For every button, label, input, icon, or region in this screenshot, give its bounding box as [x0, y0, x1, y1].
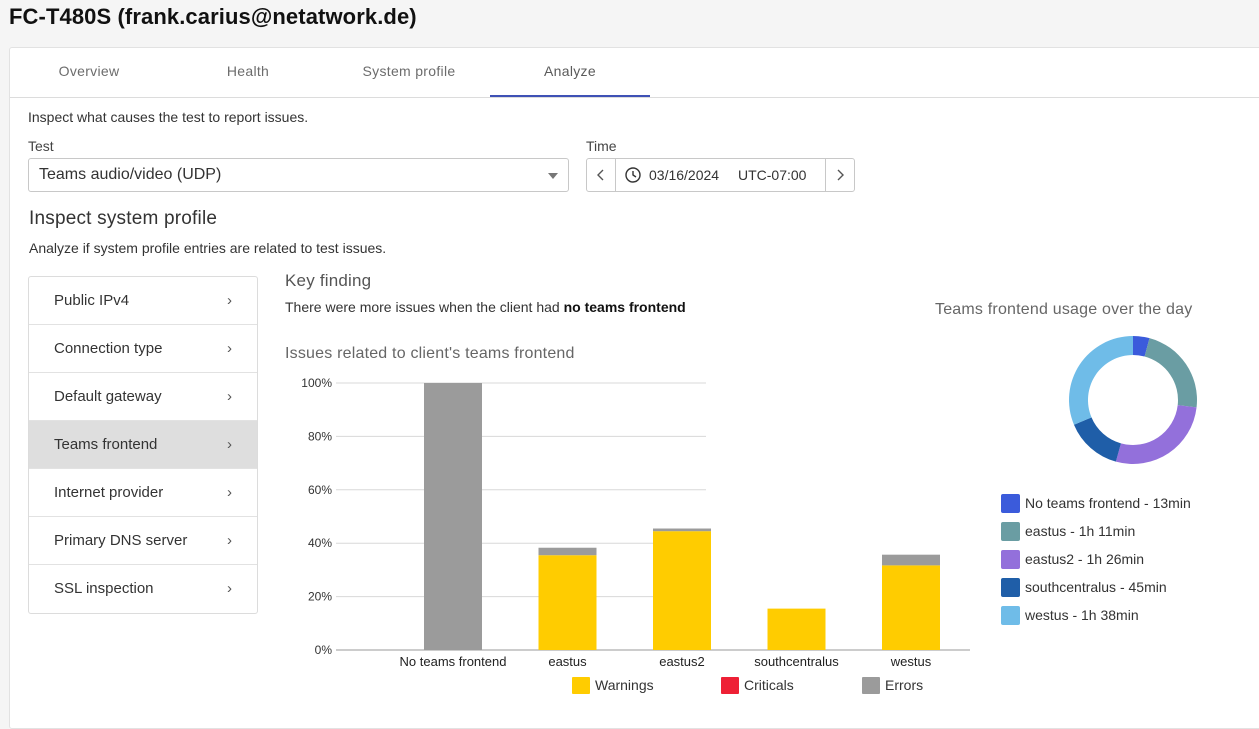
x-tick-label: eastus [548, 654, 587, 669]
bar-errors-eastus2[interactable] [653, 528, 711, 532]
menu-item-label: Teams frontend [54, 436, 158, 453]
bar-warnings-southcentralus[interactable] [767, 608, 826, 650]
bar-chart-title: Issues related to client's teams fronten… [285, 345, 575, 362]
test-select[interactable]: Teams audio/video (UDP) [28, 158, 569, 192]
legend-swatch [1001, 606, 1020, 625]
chevron-right-icon: › [227, 340, 232, 357]
page-title: FC-T480S (frank.carius@netatwork.de) [9, 4, 417, 29]
menu-item-label: Connection type [54, 340, 163, 357]
inspect-heading: Inspect system profile [29, 208, 218, 229]
menu-item-label: SSL inspection [54, 580, 154, 597]
test-label: Test [28, 138, 54, 154]
issues-bar-chart: 0% 20% 40% 60% 80% 100% No teams frontend eastu… [301, 376, 970, 694]
menu-item-primary-dns-server[interactable]: Primary DNS server › [29, 517, 257, 565]
donut-slice-eastus[interactable] [1144, 338, 1197, 408]
tab-analyze[interactable]: Analyze [490, 48, 650, 97]
menu-item-default-gateway[interactable]: Default gateway › [29, 373, 257, 421]
bar-errors-eastus[interactable] [538, 547, 597, 556]
menu-item-internet-provider[interactable]: Internet provider › [29, 469, 257, 517]
tab-overview[interactable]: Overview [58, 63, 120, 79]
legend-item: eastus - 1h 11min [1001, 522, 1191, 550]
legend-label: eastus - 1h 11min [1025, 523, 1136, 539]
menu-item-label: Default gateway [54, 388, 162, 405]
legend-swatch [1001, 522, 1020, 541]
legend-label: No teams frontend - 13min [1025, 495, 1191, 511]
legend-swatch-warnings [572, 677, 590, 694]
bar-warnings-eastus2[interactable] [653, 531, 711, 650]
donut-slice-westus[interactable] [1069, 336, 1133, 425]
caret-down-icon [548, 173, 558, 179]
chevron-right-icon: › [227, 484, 232, 501]
legend-swatch [1001, 550, 1020, 569]
legend-swatch-errors [862, 677, 880, 694]
legend-label-criticals: Criticals [744, 677, 794, 693]
menu-item-teams-frontend[interactable]: Teams frontend › [29, 421, 257, 469]
chevron-left-icon[interactable] [587, 159, 616, 191]
main-card: Overview Health System profile Analyze I… [9, 47, 1259, 729]
bar-errors-westus[interactable] [882, 554, 940, 566]
y-tick-label: 60% [308, 483, 332, 497]
bar-warnings-westus[interactable] [882, 565, 940, 650]
y-tick-label: 80% [308, 429, 332, 443]
key-finding-text: There were more issues when the client h… [285, 299, 686, 315]
menu-item-label: Primary DNS server [54, 532, 188, 549]
bar-warnings-eastus[interactable] [538, 555, 597, 650]
bar-errors-no-teams-frontend[interactable] [424, 383, 482, 650]
chevron-right-icon[interactable] [825, 159, 854, 191]
time-label: Time [586, 138, 617, 154]
chevron-right-icon: › [227, 292, 232, 309]
profile-menu: Public IPv4 › Connection type › Default ga… [28, 276, 258, 614]
legend-label: eastus2 - 1h 26min [1025, 551, 1145, 567]
donut-chart-title: Teams frontend usage over the day [935, 301, 1193, 318]
legend-item: westus - 1h 38min [1001, 606, 1191, 634]
y-tick-label: 0% [315, 643, 333, 657]
x-tick-label: eastus2 [659, 654, 705, 669]
inspect-subheading: Analyze if system profile entries are re… [29, 240, 387, 256]
x-tick-label: westus [890, 654, 932, 669]
legend-item: eastus2 - 1h 26min [1001, 550, 1191, 578]
legend-item: No teams frontend - 13min [1001, 494, 1191, 522]
legend-swatch [1001, 494, 1020, 513]
donut-legend: No teams frontend - 13min eastus - 1h 11m… [1001, 494, 1191, 634]
analyze-intro: Inspect what causes the test to report i… [28, 109, 309, 125]
key-finding-title: Key finding [285, 271, 372, 290]
tab-bar: Overview Health System profile Analyze [10, 48, 1259, 98]
test-select-value: Teams audio/video (UDP) [39, 166, 222, 183]
legend-label-warnings: Warnings [595, 677, 654, 693]
legend-swatch-criticals [721, 677, 739, 694]
x-tick-label: No teams frontend [400, 654, 507, 669]
legend-label: southcentralus - 45min [1025, 579, 1167, 595]
y-tick-label: 20% [308, 590, 332, 604]
legend-label: westus - 1h 38min [1025, 607, 1139, 623]
menu-item-label: Internet provider [54, 484, 164, 501]
donut-slice-no-teams-frontend[interactable] [1133, 336, 1150, 357]
chevron-right-icon: › [227, 388, 232, 405]
chevron-right-icon: › [227, 532, 232, 549]
y-tick-label: 40% [308, 536, 332, 550]
legend-swatch [1001, 578, 1020, 597]
time-timezone: UTC-07:00 [738, 167, 807, 183]
menu-item-connection-type[interactable]: Connection type › [29, 325, 257, 373]
menu-item-public-ipv4[interactable]: Public IPv4 › [29, 277, 257, 325]
tab-system-profile[interactable]: System profile [362, 63, 456, 79]
time-picker: 03/16/2024 UTC-07:00 [586, 158, 855, 192]
donut-slice-eastus2[interactable] [1115, 405, 1197, 464]
donut-slice-southcentralus[interactable] [1073, 417, 1121, 462]
usage-donut-chart [1069, 336, 1197, 464]
tab-health[interactable]: Health [226, 63, 270, 79]
menu-item-label: Public IPv4 [54, 292, 130, 309]
chevron-right-icon: › [227, 580, 232, 597]
chevron-right-icon: › [227, 436, 232, 453]
legend-item: southcentralus - 45min [1001, 578, 1191, 606]
legend-label-errors: Errors [885, 677, 923, 693]
time-date[interactable]: 03/16/2024 [649, 167, 720, 183]
clock-icon [625, 167, 641, 183]
menu-item-ssl-inspection[interactable]: SSL inspection › [29, 565, 257, 613]
key-finding-highlight: no teams frontend [563, 299, 686, 315]
y-tick-label: 100% [301, 376, 332, 390]
x-tick-label: southcentralus [754, 654, 839, 669]
